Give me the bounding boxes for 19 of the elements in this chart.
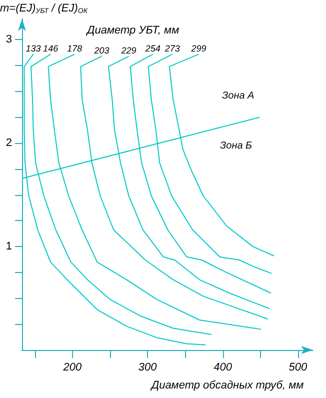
series-label: 133 [26, 44, 41, 54]
y-tick-label: 1 [6, 240, 12, 253]
x-tick-label: 300 [138, 362, 158, 374]
series-label: 273 [164, 44, 180, 54]
series-label: 229 [120, 46, 136, 56]
legend-title: Диаметр УБТ, мм [85, 24, 180, 36]
x-tick-label: 400 [214, 362, 233, 374]
x-tick-label: 500 [288, 362, 308, 374]
series-label: 146 [43, 44, 58, 54]
series-label: 203 [93, 46, 110, 56]
y-tick-label: 3 [6, 34, 12, 46]
x-axis-title: Диаметр обсадных труб, мм [149, 380, 304, 392]
series-label: 254 [144, 44, 160, 54]
x-tick-label: 200 [62, 362, 82, 374]
series-label: 178 [67, 44, 82, 54]
series-label: 299 [190, 44, 206, 54]
y-tick-label: 2 [6, 137, 12, 150]
annotation: Зона Б [220, 140, 253, 152]
annotation: Зона А [222, 90, 255, 102]
